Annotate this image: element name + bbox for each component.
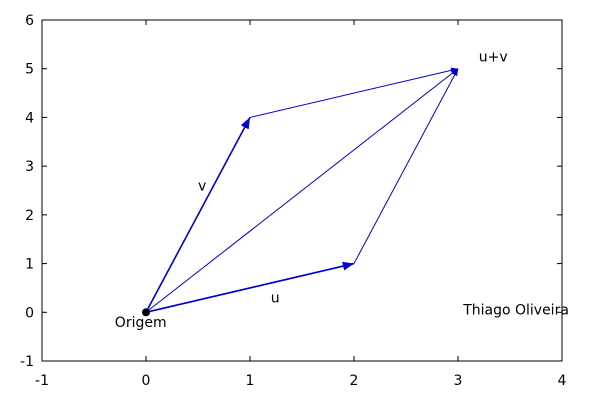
vector-v — [145, 117, 251, 313]
y-tick-label: 2 — [25, 208, 34, 224]
x-tick-label: 4 — [558, 373, 567, 389]
plot-frame — [41, 19, 563, 362]
y-tick-label: 4 — [25, 110, 34, 126]
annotation-u: u — [271, 291, 280, 307]
x-tick-label: 1 — [246, 373, 255, 389]
point-markers — [142, 308, 150, 317]
x-tick-label: 0 — [142, 373, 151, 389]
point-origin — [142, 308, 150, 317]
y-tick-label: -1 — [20, 354, 34, 370]
y-tick-label: 1 — [25, 257, 34, 273]
vector-u-plus-v — [145, 68, 459, 313]
y-tick-label: 0 — [25, 305, 34, 321]
annotations: v u u+v Origem Thiago Oliveira — [115, 49, 569, 330]
vector-series — [145, 67, 459, 314]
y-tick-label: 6 — [25, 13, 34, 29]
vector-edge-3 — [249, 67, 459, 118]
x-tick-label: 3 — [454, 373, 463, 389]
x-tick-label: 2 — [350, 373, 359, 389]
annotation-author: Thiago Oliveira — [462, 303, 569, 319]
annotation-uv: u+v — [479, 49, 508, 65]
axis-ticks: -1 0 1 2 3 4 -1 0 1 2 3 4 5 6 — [20, 13, 567, 389]
y-tick-label: 5 — [25, 62, 34, 78]
annotation-v: v — [198, 179, 206, 195]
annotation-origin: Origem — [115, 315, 167, 331]
vector-edge-4 — [353, 68, 459, 264]
vector-u — [145, 261, 355, 314]
y-tick-label: 3 — [25, 159, 34, 175]
x-tick-label: -1 — [35, 373, 49, 389]
